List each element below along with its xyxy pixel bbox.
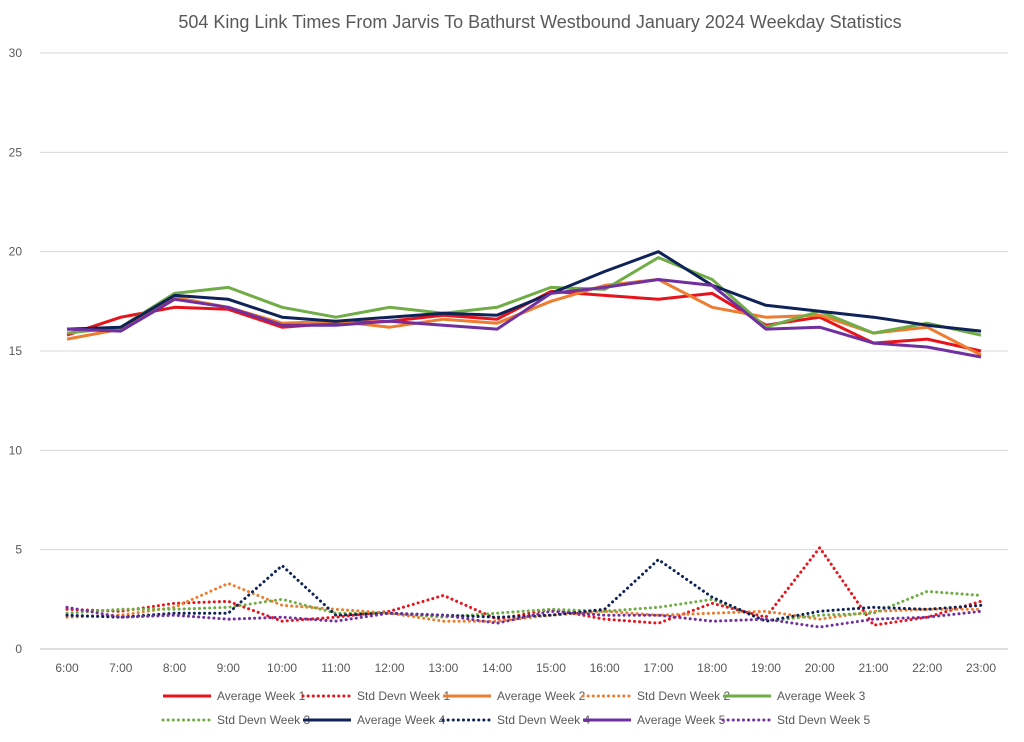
- x-tick-label: 14:00: [482, 661, 512, 675]
- x-tick-label: 6:00: [55, 661, 79, 675]
- x-tick-label: 19:00: [751, 661, 781, 675]
- x-tick-label: 22:00: [912, 661, 942, 675]
- legend-label: Std Devn Week 3: [217, 713, 310, 727]
- x-tick-label: 17:00: [643, 661, 673, 675]
- series-line-std-devn-week-3: [65, 589, 983, 623]
- legend-label: Average Week 3: [777, 689, 866, 703]
- series-line-std-devn-week-1: [65, 546, 983, 627]
- x-tick-label: 23:00: [966, 661, 996, 675]
- series-line-std-devn-week-5: [65, 605, 983, 629]
- x-tick-label: 15:00: [536, 661, 566, 675]
- x-tick-label: 9:00: [217, 661, 241, 675]
- legend-label: Std Devn Week 5: [777, 713, 870, 727]
- y-tick-label: 25: [9, 145, 23, 159]
- x-tick-label: 8:00: [163, 661, 187, 675]
- legend-label: Average Week 2: [497, 689, 586, 703]
- y-tick-label: 0: [15, 642, 22, 656]
- legend-label: Average Week 1: [217, 689, 306, 703]
- series-line-average-week-5: [66, 278, 982, 359]
- legend-label: Average Week 5: [637, 713, 726, 727]
- y-tick-label: 30: [9, 46, 23, 60]
- legend-label: Std Devn Week 4: [497, 713, 590, 727]
- x-tick-label: 18:00: [697, 661, 727, 675]
- legend-label: Average Week 4: [357, 713, 446, 727]
- chart-title: 504 King Link Times From Jarvis To Bathu…: [178, 12, 901, 32]
- x-tick-label: 20:00: [805, 661, 835, 675]
- x-tick-label: 12:00: [375, 661, 405, 675]
- x-tick-label: 21:00: [858, 661, 888, 675]
- y-tick-label: 20: [9, 245, 23, 259]
- legend-label: Std Devn Week 2: [637, 689, 730, 703]
- series-line-std-devn-week-4: [65, 558, 983, 623]
- x-tick-label: 13:00: [428, 661, 458, 675]
- y-tick-label: 10: [9, 443, 23, 457]
- y-tick-label: 5: [15, 543, 22, 557]
- x-tick-label: 11:00: [321, 661, 350, 675]
- x-tick-label: 16:00: [590, 661, 620, 675]
- series-line-average-week-4: [66, 250, 982, 333]
- series-line-average-week-3: [66, 256, 982, 337]
- legend-label: Std Devn Week 1: [357, 689, 450, 703]
- x-tick-label: 10:00: [267, 661, 297, 675]
- y-tick-label: 15: [9, 344, 23, 358]
- x-tick-label: 7:00: [109, 661, 133, 675]
